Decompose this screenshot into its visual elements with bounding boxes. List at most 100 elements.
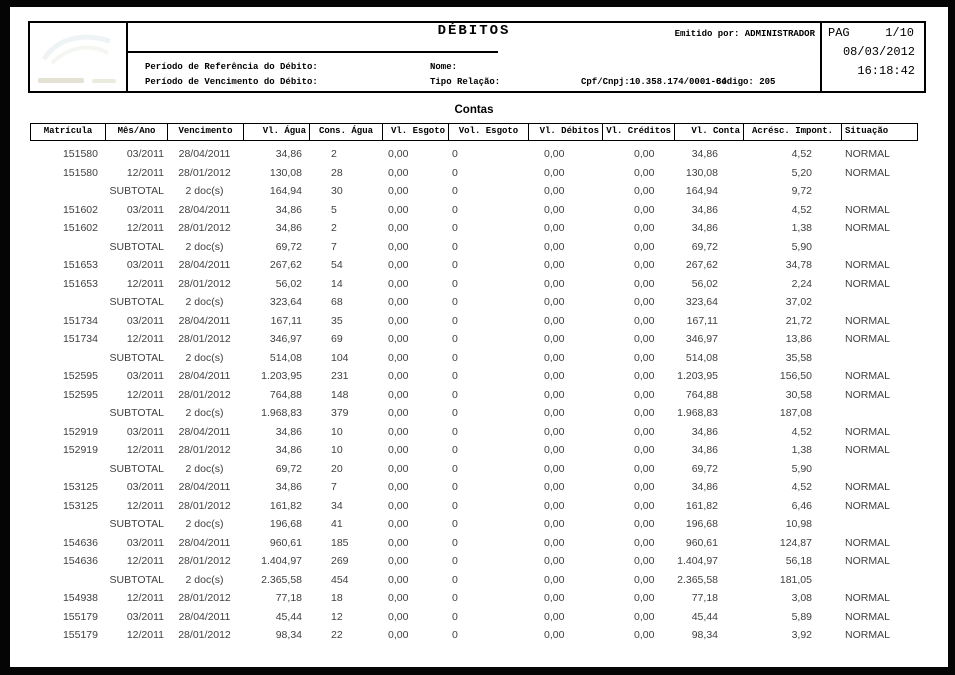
- table-row: 151602 12/2011 28/01/2012 34,86 2 0,00 0 0,00 0,…: [30, 219, 918, 238]
- table-row: 151580 12/2011 28/01/2012 130,08 28 0,00 0 0,00…: [30, 164, 918, 183]
- cell-vl-conta: 1.404,97: [677, 555, 718, 567]
- cell-vl-conta: 167,11: [686, 314, 718, 327]
- cell-vl-debitos: 0,00: [544, 333, 565, 345]
- cell-vol-esgoto: 0: [452, 203, 458, 216]
- cell-vol-esgoto: 0: [452, 148, 458, 160]
- cell-acresc-impont: 156,50: [779, 370, 812, 382]
- cell-cons-agua: 7: [331, 481, 337, 493]
- cell-vl-agua: 196,68: [269, 518, 302, 530]
- cell-vl-creditos: 0,00: [634, 148, 655, 160]
- cell-vencimento: 28/01/2012: [178, 166, 231, 179]
- cell-situacao: NORMAL: [845, 333, 890, 345]
- cell-vol-esgoto: 0: [452, 222, 458, 234]
- cell-vl-creditos: 0,00: [634, 407, 655, 419]
- report-page: DÉBITOS Emitido por: ADMINISTRADOR Perío…: [10, 7, 948, 667]
- cell-mes-ano: 12/2011: [126, 444, 164, 456]
- table-row: 153125 03/2011 28/04/2011 34,86 7 0,00 0 0,00 0,…: [30, 478, 918, 497]
- cell-vl-debitos: 0,00: [544, 203, 565, 216]
- cell-acresc-impont: 3,92: [791, 629, 812, 641]
- cell-acresc-impont: 5,89: [791, 610, 812, 623]
- cell-mes-ano: 12/2011: [126, 222, 164, 234]
- cell-situacao: NORMAL: [845, 259, 890, 271]
- contas-table-body: 151580 03/2011 28/04/2011 34,86 2 0,00 0 0,00 0,…: [30, 145, 918, 645]
- page-label: PAG: [828, 26, 850, 40]
- cell-matricula: [30, 293, 104, 312]
- cell-cons-agua: 2: [331, 148, 337, 160]
- cell-mes-ano: SUBTOTAL: [109, 296, 164, 308]
- cell-vl-esgoto: 0,00: [388, 481, 409, 493]
- cell-vl-esgoto: 0,00: [388, 148, 409, 160]
- cell-vol-esgoto: 0: [452, 388, 458, 401]
- cell-vol-esgoto: 0: [452, 333, 458, 345]
- cell-vl-conta: 514,08: [685, 351, 718, 364]
- cell-acresc-impont: 10,98: [785, 518, 812, 530]
- cell-acresc-impont: 4,52: [791, 425, 812, 438]
- cell-vl-agua: 514,08: [269, 351, 302, 364]
- cell-acresc-impont: 5,90: [791, 462, 812, 475]
- cell-vl-debitos: 0,00: [544, 240, 565, 253]
- cell-vl-conta: 130,08: [685, 166, 718, 179]
- cell-vencimento: 2 doc(s): [185, 240, 224, 253]
- cell-vl-debitos: 0,00: [544, 462, 565, 475]
- cell-vl-conta: 323,64: [685, 296, 718, 308]
- table-row: 152595 12/2011 28/01/2012 764,88 148 0,00 0 0,0…: [30, 386, 918, 405]
- section-title: Contas: [454, 104, 494, 116]
- cell-vl-esgoto: 0,00: [388, 555, 409, 567]
- cell-matricula: 154938: [62, 592, 98, 604]
- cell-matricula: 151734: [62, 314, 98, 327]
- cell-vl-agua: 69,72: [275, 240, 302, 253]
- report-header-box: [28, 21, 926, 93]
- cell-matricula: 153125: [62, 481, 98, 493]
- table-row: 151734 12/2011 28/01/2012 346,97 69 0,00 0 0,00…: [30, 330, 918, 349]
- cell-vencimento: 28/04/2011: [178, 425, 231, 438]
- cell-vencimento: 28/01/2012: [178, 555, 231, 567]
- cell-vl-agua: 34,86: [275, 148, 302, 160]
- cell-vencimento: 28/04/2011: [178, 610, 231, 623]
- cell-vol-esgoto: 0: [452, 610, 458, 623]
- cell-situacao: [840, 349, 918, 368]
- cell-cons-agua: 104: [331, 351, 349, 364]
- cell-vl-conta: 34,86: [691, 425, 718, 438]
- cell-cons-agua: 2: [331, 222, 337, 234]
- table-row: 155179 12/2011 28/01/2012 98,34 22 0,00 0 0,00 0…: [30, 626, 918, 645]
- column-header-cons-agua: Cons. Água: [309, 124, 382, 140]
- table-row: 155179 03/2011 28/04/2011 45,44 12 0,00 0 0,00 0…: [30, 608, 918, 627]
- cell-situacao: NORMAL: [845, 499, 890, 512]
- cell-vl-conta: 764,88: [685, 388, 718, 401]
- cell-vl-conta: 1.203,95: [677, 370, 718, 382]
- cell-cons-agua: 148: [331, 388, 349, 401]
- cell-cons-agua: 185: [331, 536, 349, 549]
- cell-mes-ano: 03/2011: [126, 610, 164, 623]
- cell-vl-esgoto: 0,00: [388, 425, 409, 438]
- cell-mes-ano: SUBTOTAL: [109, 351, 164, 364]
- cell-matricula: [30, 571, 104, 590]
- cell-acresc-impont: 37,02: [785, 296, 812, 308]
- cell-vencimento: 28/04/2011: [178, 314, 231, 327]
- cell-vl-debitos: 0,00: [544, 314, 565, 327]
- field-periodo-referencia: Período de Referência do Débito:: [145, 62, 318, 72]
- cell-vl-debitos: 0,00: [544, 351, 565, 364]
- cell-situacao: [840, 238, 918, 257]
- cell-vl-esgoto: 0,00: [388, 185, 409, 197]
- cell-situacao: NORMAL: [845, 166, 890, 179]
- cell-vol-esgoto: 0: [452, 240, 458, 253]
- cell-vl-debitos: 0,00: [544, 444, 565, 456]
- cell-vl-conta: 267,62: [685, 259, 718, 271]
- cell-situacao: [840, 293, 918, 312]
- cell-mes-ano: 12/2011: [126, 555, 164, 567]
- cell-vl-debitos: 0,00: [544, 610, 565, 623]
- cell-vl-agua: 764,88: [269, 388, 302, 401]
- logo-tagline: [92, 79, 116, 83]
- cell-mes-ano: 03/2011: [126, 425, 164, 438]
- cell-vl-agua: 98,34: [275, 629, 302, 641]
- cell-cons-agua: 69: [331, 333, 343, 345]
- cell-mes-ano: 12/2011: [126, 592, 164, 604]
- cell-cons-agua: 28: [331, 166, 343, 179]
- cell-vol-esgoto: 0: [452, 499, 458, 512]
- cell-vl-conta: 69,72: [691, 240, 718, 253]
- cell-vl-esgoto: 0,00: [388, 610, 409, 623]
- cell-vl-agua: 323,64: [269, 296, 302, 308]
- cell-vl-creditos: 0,00: [634, 610, 655, 623]
- cell-vencimento: 2 doc(s): [185, 518, 224, 530]
